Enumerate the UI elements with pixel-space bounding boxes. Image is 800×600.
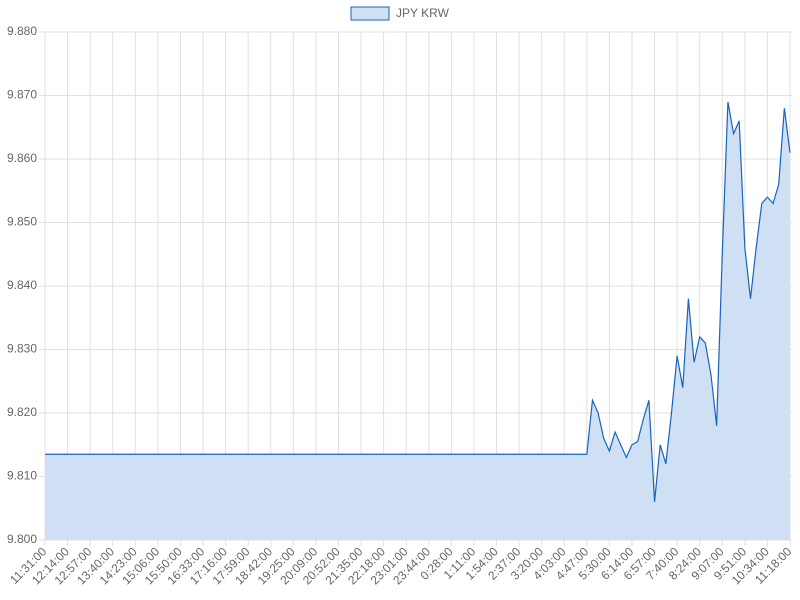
y-tick-label: 9.860 — [7, 151, 37, 165]
legend-label: JPY KRW — [396, 6, 450, 20]
y-tick-label: 9.830 — [7, 342, 37, 356]
y-tick-label: 9.840 — [7, 278, 37, 292]
y-tick-label: 9.870 — [7, 88, 37, 102]
y-tick-label: 9.880 — [7, 24, 37, 38]
line — [45, 101, 791, 502]
y-tick-label: 9.810 — [7, 469, 37, 483]
y-tick-label: 9.820 — [7, 405, 37, 419]
y-tick-label: 9.800 — [7, 532, 37, 546]
area-fill — [45, 101, 790, 540]
legend-swatch — [350, 6, 390, 21]
y-tick-label: 9.850 — [7, 215, 37, 229]
